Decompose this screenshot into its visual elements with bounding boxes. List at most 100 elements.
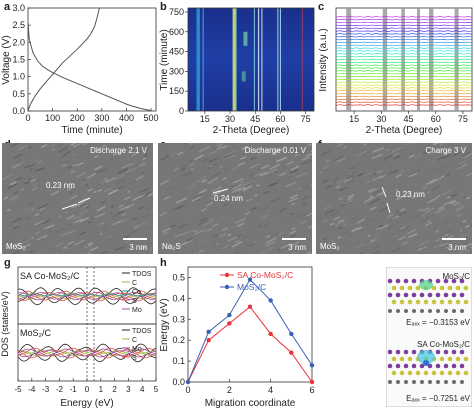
carbon-atom (420, 380, 424, 384)
atom (435, 292, 441, 298)
panel-h-ytick-label: 0.0 (172, 377, 185, 387)
panel-e-phase: Na₂S (162, 242, 181, 251)
panel-h-xtick-label: 0 (185, 385, 190, 395)
panel-c-xtick-label: 75 (458, 114, 468, 124)
panel-c-xtick-label: 45 (404, 114, 414, 124)
panel-c-xtick-label: 15 (349, 114, 359, 124)
diffraction-streak (202, 8, 204, 111)
diffraction-streak (261, 8, 263, 111)
panel-f-scale-label: 3 nm (448, 243, 466, 252)
panel-c-label: c (318, 1, 325, 13)
panel-d-phase: MoS₂ (6, 242, 26, 251)
panel-b-xtick-label: 15 (200, 114, 210, 124)
pattern-trace (335, 78, 473, 81)
carbon-atom (388, 309, 392, 313)
legend-marker (224, 284, 230, 290)
panel-i-adsorption-models: MoS₂/C Eₐₓₓ = −0.3153 eV SA Co-MoS₂/C Eₐ… (386, 267, 472, 407)
pattern-trace (335, 44, 473, 46)
charge-density (417, 350, 435, 364)
atom (431, 370, 437, 376)
pattern-trace (335, 64, 473, 66)
atom (407, 299, 413, 305)
panel-h-ytick-label: 0.5 (172, 272, 185, 282)
atom (395, 363, 401, 369)
atom (447, 285, 453, 291)
atom (427, 292, 433, 298)
pattern-trace (335, 84, 473, 86)
diffraction-streak (198, 8, 200, 111)
panel-h-ytick-label: 0.4 (172, 293, 185, 303)
data-point (206, 329, 211, 335)
panel-e-title: Discharge 0.01 V (244, 146, 306, 155)
atom (431, 299, 437, 305)
pattern-trace (335, 58, 473, 61)
panel-i-bottom-title: SA Co-MoS₂/C (417, 340, 470, 349)
data-point (227, 321, 232, 326)
atom (463, 299, 469, 305)
atom (403, 278, 409, 284)
panel-g-bottom-legend-label: Mo (132, 346, 142, 353)
panel-h-migration-chart: 0 2 4 6 0.0 0.1 0.2 0.3 0.4 0.5 SA Co-MoS₂/C MoS₂/… (159, 266, 315, 408)
atom (447, 356, 453, 362)
panel-e-scale-bar (282, 238, 306, 240)
panel-a-ytick-label: 2.5 (12, 20, 25, 30)
panel-c-xlabel: 2-Theta (Degree) (366, 125, 443, 136)
panel-d-spacing: 0.23 nm (46, 181, 75, 190)
panel-a-xlabel: Time (minute) (61, 125, 122, 136)
panel-g-bottom-legend-label: C (132, 337, 137, 344)
panel-g-top-legend-label: C (132, 280, 137, 287)
atom (407, 370, 413, 376)
carbon-atom (460, 380, 464, 384)
carbon-atom (404, 309, 408, 313)
dos-curve (17, 295, 157, 301)
dos-curve (17, 295, 157, 306)
panel-f-spacing: 0.23 nm (396, 190, 425, 199)
panel-b-ytick-label: 0 (179, 106, 184, 116)
panel-b-ytick-label: 750 (169, 7, 184, 17)
data-point (247, 277, 253, 282)
panel-f-tem-image: Charge 3 V 0.23 nm MoS₂ 3 nm (316, 143, 472, 254)
intensity-blob (243, 31, 248, 46)
panel-a-xtick-label: 0 (25, 113, 30, 123)
pattern-trace (335, 81, 473, 83)
panel-b-xlabel: 2-Theta (Degree) (213, 125, 290, 136)
panel-i-top-title: MoS₂/C (442, 272, 470, 281)
panel-h-ylabel: Energy (eV) (159, 298, 170, 351)
carbon-atom (396, 309, 400, 313)
panel-b-xtick-label: 45 (250, 114, 260, 124)
panel-g-top-title: SA Co-MoS₂/C (20, 271, 80, 281)
pattern-trace (335, 21, 473, 24)
carbon-atom (444, 380, 448, 384)
panel-a-ytick-label: 1.5 (12, 55, 25, 65)
atom (411, 292, 417, 298)
panel-a-xtick-label: 200 (70, 113, 85, 123)
panel-g-xtick-label: 5 (154, 385, 159, 394)
diffraction-streak (253, 8, 255, 111)
panel-g-bottom-legend-label: TDOS (132, 328, 152, 335)
panel-b-ytick-label: 150 (169, 86, 184, 96)
panel-d-scale-label: 3 nm (129, 243, 147, 252)
pattern-trace (335, 70, 473, 72)
pattern-trace (335, 61, 473, 64)
panel-g-xlabel: Energy (eV) (60, 398, 113, 408)
pattern-trace (335, 95, 473, 98)
carbon-atom (444, 309, 448, 313)
panel-c-stacked-patterns: 15 30 45 60 75 2-Theta (Degree) Intensity (a… (318, 7, 473, 136)
data-point (309, 363, 315, 368)
atom (435, 363, 441, 369)
atom (415, 285, 421, 291)
panel-b-label: b (160, 1, 167, 13)
panel-b-ytick-label: 300 (169, 66, 184, 76)
atom (411, 278, 417, 284)
atom (387, 363, 393, 369)
carbon-atom (428, 380, 432, 384)
panel-h-xtick-label: 6 (309, 385, 314, 395)
series-line (187, 306, 313, 383)
atom (399, 299, 405, 305)
data-point (206, 337, 211, 343)
diffraction-streak (301, 8, 303, 111)
panel-d-title: Discharge 2.1 V (90, 146, 147, 155)
panel-g-top-legend-label: TDOS (132, 271, 152, 278)
atom (387, 278, 393, 284)
data-point (247, 304, 253, 309)
